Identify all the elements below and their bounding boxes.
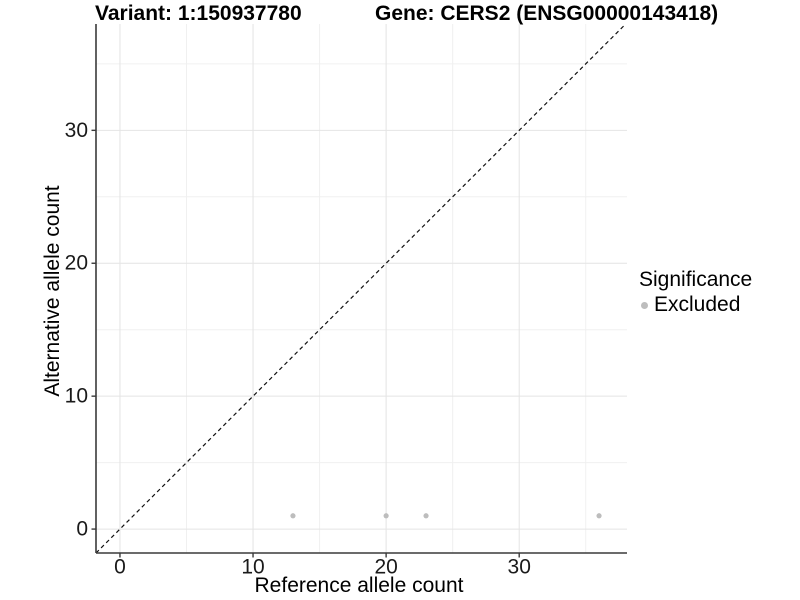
y-tick-label: 0 [76, 518, 88, 541]
x-tick-label: 30 [508, 555, 531, 578]
y-tick-label: 20 [65, 252, 88, 275]
x-tick-label: 10 [241, 555, 264, 578]
legend-point-marker [641, 301, 648, 309]
x-tick-label: 20 [374, 555, 397, 578]
y-tick-label: 30 [65, 119, 88, 142]
identity-line [95, 23, 627, 554]
x-tick-label: 0 [114, 555, 126, 578]
data-point [290, 513, 296, 519]
y-tick-label: 10 [65, 385, 88, 408]
x-axis-label: Reference allele count [254, 574, 464, 597]
legend-item-label: Excluded [654, 293, 741, 316]
legend-title: Significance [639, 268, 753, 291]
data-point [383, 513, 389, 519]
legend-item-excluded: Excluded [639, 293, 752, 317]
legend: Significance Excluded [639, 267, 752, 317]
chart-title-variant: Variant: 1:150937780 [95, 2, 302, 25]
chart-title-gene: Gene: CERS2 (ENSG00000143418) [375, 2, 719, 25]
data-point [423, 513, 429, 519]
data-point [596, 513, 602, 519]
